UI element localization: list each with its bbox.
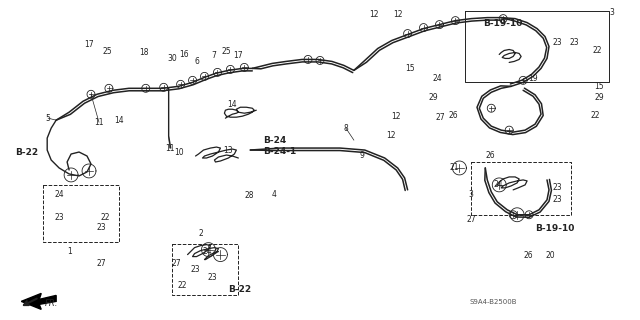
Text: 25: 25 bbox=[102, 47, 112, 56]
Text: FR.: FR. bbox=[45, 299, 59, 308]
Text: 23: 23 bbox=[207, 273, 218, 282]
Text: B-19-10: B-19-10 bbox=[535, 224, 575, 233]
Text: 27: 27 bbox=[436, 113, 445, 122]
Text: 11: 11 bbox=[165, 144, 175, 153]
Text: 9: 9 bbox=[360, 150, 364, 160]
Text: 15: 15 bbox=[594, 82, 604, 91]
Text: 18: 18 bbox=[139, 48, 148, 57]
Text: 14: 14 bbox=[228, 100, 237, 109]
Text: 28: 28 bbox=[244, 191, 254, 200]
Text: 26: 26 bbox=[486, 150, 495, 160]
Text: 3: 3 bbox=[609, 8, 614, 17]
Text: 23: 23 bbox=[569, 38, 579, 47]
Text: 12: 12 bbox=[393, 10, 403, 19]
Text: 22: 22 bbox=[590, 111, 600, 120]
Text: 21: 21 bbox=[450, 164, 459, 172]
Text: 19: 19 bbox=[528, 74, 538, 83]
Polygon shape bbox=[21, 293, 56, 309]
Text: 17: 17 bbox=[84, 40, 94, 49]
Text: 11: 11 bbox=[94, 118, 104, 127]
Text: 30: 30 bbox=[168, 54, 177, 63]
Text: 27: 27 bbox=[172, 259, 181, 268]
Text: B-24: B-24 bbox=[263, 136, 287, 145]
Text: 23: 23 bbox=[191, 265, 200, 274]
Text: 8: 8 bbox=[344, 124, 348, 132]
Text: 23: 23 bbox=[54, 213, 64, 222]
Text: 10: 10 bbox=[174, 148, 184, 156]
Text: 17: 17 bbox=[234, 51, 243, 60]
Text: 12: 12 bbox=[386, 131, 396, 140]
Text: 24: 24 bbox=[203, 247, 212, 256]
Text: 5: 5 bbox=[45, 114, 51, 123]
Text: B-19-10: B-19-10 bbox=[483, 19, 523, 28]
Text: 23: 23 bbox=[552, 38, 562, 47]
Text: 26: 26 bbox=[449, 111, 458, 120]
Text: S9A4-B2500B: S9A4-B2500B bbox=[469, 300, 517, 305]
Text: 22: 22 bbox=[100, 213, 109, 222]
Text: 1: 1 bbox=[67, 247, 72, 256]
Text: 24: 24 bbox=[433, 74, 442, 83]
Text: 24: 24 bbox=[54, 190, 64, 199]
Text: 22: 22 bbox=[178, 281, 188, 290]
Text: 27: 27 bbox=[467, 215, 476, 224]
Text: 16: 16 bbox=[179, 50, 188, 59]
Text: 26: 26 bbox=[524, 251, 533, 260]
Text: 6: 6 bbox=[194, 57, 199, 66]
Text: 20: 20 bbox=[545, 251, 555, 260]
Text: 25: 25 bbox=[221, 47, 231, 56]
Text: 29: 29 bbox=[429, 93, 438, 102]
Text: 12: 12 bbox=[391, 112, 401, 121]
Text: 4: 4 bbox=[272, 190, 276, 199]
Text: 14: 14 bbox=[114, 116, 124, 125]
Text: 22: 22 bbox=[592, 46, 602, 55]
Text: B-24-1: B-24-1 bbox=[263, 147, 296, 156]
Text: B-22: B-22 bbox=[228, 285, 252, 294]
Text: 15: 15 bbox=[404, 64, 415, 73]
Text: B-22: B-22 bbox=[15, 148, 38, 157]
Text: 23: 23 bbox=[552, 195, 562, 204]
Text: 13: 13 bbox=[223, 146, 233, 155]
Text: 23: 23 bbox=[96, 223, 106, 232]
Text: 24: 24 bbox=[493, 180, 503, 189]
Text: 2: 2 bbox=[198, 229, 203, 238]
Text: 23: 23 bbox=[552, 183, 562, 192]
Text: 3: 3 bbox=[469, 190, 474, 199]
Text: 27: 27 bbox=[96, 259, 106, 268]
Text: 7: 7 bbox=[211, 51, 216, 60]
Text: 12: 12 bbox=[369, 10, 378, 19]
Text: 29: 29 bbox=[595, 93, 605, 102]
